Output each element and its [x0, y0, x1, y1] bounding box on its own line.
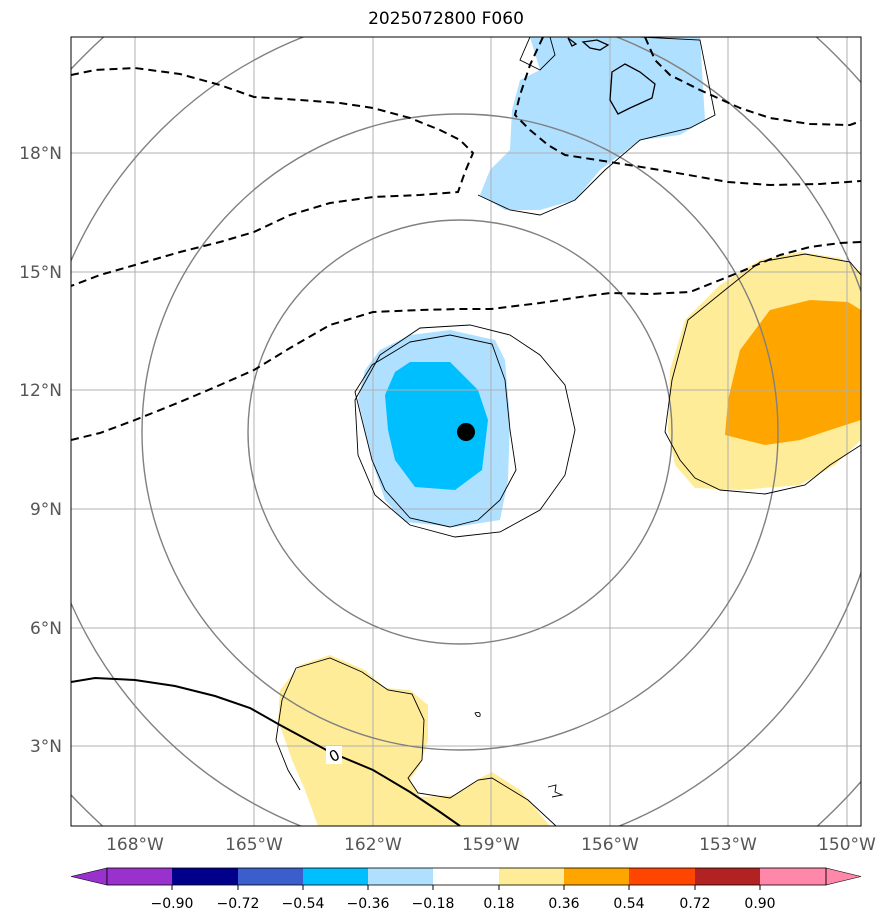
lon-label: 168°W: [106, 835, 164, 855]
colorbar-segment: [499, 868, 564, 885]
colorbar-segment: [760, 868, 826, 885]
light-blue-region-north: [480, 37, 705, 210]
colorbar: −0.90 −0.72 −0.54 −0.36 −0.18 0.18 0.36 …: [70, 867, 862, 912]
colorbar-tick-label: −0.54: [282, 896, 325, 912]
blue-region-center: [385, 362, 488, 490]
colorbar-outline: [106, 867, 827, 886]
yellow-region-south: [278, 655, 550, 826]
colorbar-segment: [238, 868, 303, 885]
colorbar-tick-label: −0.36: [347, 896, 390, 912]
dashed-contours: [71, 37, 861, 441]
colorbar-under-extension: [70, 867, 108, 886]
colorbar-segment: [368, 868, 433, 885]
lat-label: 15°N: [19, 263, 62, 283]
storm-center-dot: [457, 423, 475, 441]
lon-label: 159°W: [462, 835, 520, 855]
thin-contours: [275, 37, 861, 826]
colorbar-tick-label: −0.72: [217, 896, 260, 912]
colorbar-segment: [107, 868, 172, 885]
longitude-labels: 168°W 165°W 162°W 159°W 156°W 153°W 150°…: [106, 835, 876, 855]
colorbar-segment: [303, 868, 368, 885]
colorbar-tick-label: 0.54: [613, 896, 644, 912]
colorbar-tick-label: −0.18: [412, 896, 455, 912]
lon-label: 162°W: [344, 835, 402, 855]
lon-label: 156°W: [581, 835, 639, 855]
colorbar-tick-label: 0.18: [483, 896, 514, 912]
lat-label: 9°N: [30, 500, 62, 520]
lat-lon-grid: [71, 37, 861, 826]
colorbar-tick-label: 0.90: [744, 896, 775, 912]
map-title: 2025072800 F060: [368, 9, 524, 29]
shaded-anomaly-fields: [278, 37, 861, 826]
island-outlines: [567, 37, 656, 115]
orange-region-east: [725, 300, 861, 445]
lon-label: 165°W: [225, 835, 283, 855]
lat-label: 18°N: [19, 144, 62, 164]
colorbar-tick-label: 0.36: [548, 896, 579, 912]
lon-label: 153°W: [699, 835, 757, 855]
lat-label: 3°N: [30, 737, 62, 757]
map-frame: [70, 36, 862, 827]
colorbar-segment: [564, 868, 629, 885]
latitude-labels: 18°N 15°N 12°N 9°N 6°N 3°N: [19, 144, 62, 757]
colorbar-segment: [433, 868, 499, 885]
lon-label: 150°W: [818, 835, 876, 855]
zero-contour: [71, 676, 461, 826]
colorbar-segment: [695, 868, 760, 885]
colorbar-tick-label: −0.90: [151, 896, 194, 912]
colorbar-segment: [629, 868, 695, 885]
colorbar-over-extension: [825, 867, 862, 886]
colorbar-tick-label: 0.72: [679, 896, 710, 912]
zero-contour-label-bg: [326, 746, 342, 764]
lat-label: 6°N: [30, 619, 62, 639]
colorbar-segment: [172, 868, 238, 885]
lat-label: 12°N: [19, 381, 62, 401]
